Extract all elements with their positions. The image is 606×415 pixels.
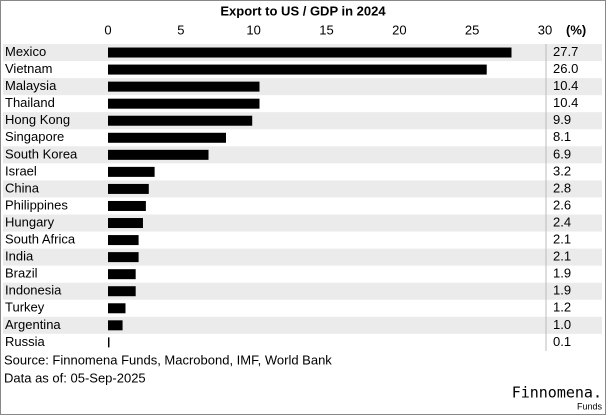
y-tick-label: China bbox=[5, 180, 40, 195]
value-label: 9.9 bbox=[553, 112, 571, 127]
y-tick-label: Philippines bbox=[5, 197, 68, 212]
date-note: Data as of: 05-Sep-2025 bbox=[4, 370, 146, 385]
row-band bbox=[3, 146, 602, 164]
value-label: 2.8 bbox=[553, 180, 571, 195]
y-tick-label: South Korea bbox=[5, 146, 78, 161]
x-tick-label: 25 bbox=[465, 22, 479, 37]
x-tick-label: 10 bbox=[246, 22, 260, 37]
y-tick-label: Indonesia bbox=[5, 283, 62, 298]
x-tick-label: 15 bbox=[319, 22, 333, 37]
x-tick-label: 0 bbox=[104, 22, 111, 37]
bar bbox=[108, 98, 260, 109]
value-label: 2.1 bbox=[553, 249, 571, 264]
x-tick-label: 5 bbox=[177, 22, 184, 37]
x-tick-label: 30 bbox=[538, 22, 552, 37]
y-tick-label: Brazil bbox=[5, 266, 38, 281]
row-band bbox=[3, 112, 602, 130]
value-label: 10.4 bbox=[553, 78, 578, 93]
y-tick-label: Hong Kong bbox=[5, 112, 70, 127]
row-band bbox=[3, 214, 602, 232]
y-tick-label: India bbox=[5, 249, 34, 264]
chart-title: Export to US / GDP in 2024 bbox=[220, 3, 386, 18]
unit-label: (%) bbox=[566, 22, 586, 37]
bar bbox=[108, 218, 143, 229]
bar bbox=[108, 64, 487, 75]
y-tick-label: Argentina bbox=[5, 317, 61, 332]
value-label: 1.9 bbox=[553, 266, 571, 281]
value-label: 1.9 bbox=[553, 283, 571, 298]
y-tick-label: Mexico bbox=[5, 44, 46, 59]
bar bbox=[108, 303, 126, 314]
y-tick-label: Thailand bbox=[5, 95, 55, 110]
y-tick-label: Hungary bbox=[5, 214, 55, 229]
y-tick-label: Israel bbox=[5, 163, 37, 178]
bar bbox=[108, 269, 136, 280]
bar bbox=[108, 235, 139, 246]
y-tick-label: Singapore bbox=[5, 129, 64, 144]
row-band bbox=[3, 316, 602, 334]
bar bbox=[108, 252, 139, 263]
y-tick-label: Turkey bbox=[5, 300, 45, 315]
y-tick-label: Vietnam bbox=[5, 61, 52, 76]
bar bbox=[108, 81, 260, 92]
value-label: 2.6 bbox=[553, 197, 571, 212]
row-band bbox=[3, 248, 602, 266]
bar bbox=[108, 166, 155, 177]
value-label: 26.0 bbox=[553, 61, 578, 76]
bar bbox=[108, 337, 110, 348]
y-tick-label: Malaysia bbox=[5, 78, 57, 93]
value-label: 10.4 bbox=[553, 95, 578, 110]
bar bbox=[108, 115, 253, 126]
bar bbox=[108, 149, 209, 160]
y-tick-label: South Africa bbox=[5, 232, 76, 247]
source: Source: Finnomena Funds, Macrobond, IMF,… bbox=[4, 352, 332, 367]
value-label: 8.1 bbox=[553, 129, 571, 144]
value-label: 1.2 bbox=[553, 300, 571, 315]
value-label: 0.1 bbox=[553, 334, 571, 349]
value-label: 3.2 bbox=[553, 163, 571, 178]
logo-sub: Funds bbox=[577, 401, 603, 411]
row-band bbox=[3, 282, 602, 300]
bar bbox=[108, 286, 136, 297]
bar bbox=[108, 132, 226, 143]
value-label: 1.0 bbox=[553, 317, 571, 332]
bar bbox=[108, 183, 149, 194]
value-label: 6.9 bbox=[553, 146, 571, 161]
value-label: 2.1 bbox=[553, 232, 571, 247]
x-tick-label: 20 bbox=[392, 22, 406, 37]
y-tick-label: Russia bbox=[5, 334, 46, 349]
row-band bbox=[3, 180, 602, 198]
value-label: 27.7 bbox=[553, 44, 578, 59]
bar bbox=[108, 200, 146, 211]
value-label: 2.4 bbox=[553, 214, 571, 229]
row-band bbox=[3, 78, 602, 96]
logo: Finnomena. bbox=[512, 384, 602, 402]
bar bbox=[108, 47, 512, 58]
bar bbox=[108, 320, 123, 331]
